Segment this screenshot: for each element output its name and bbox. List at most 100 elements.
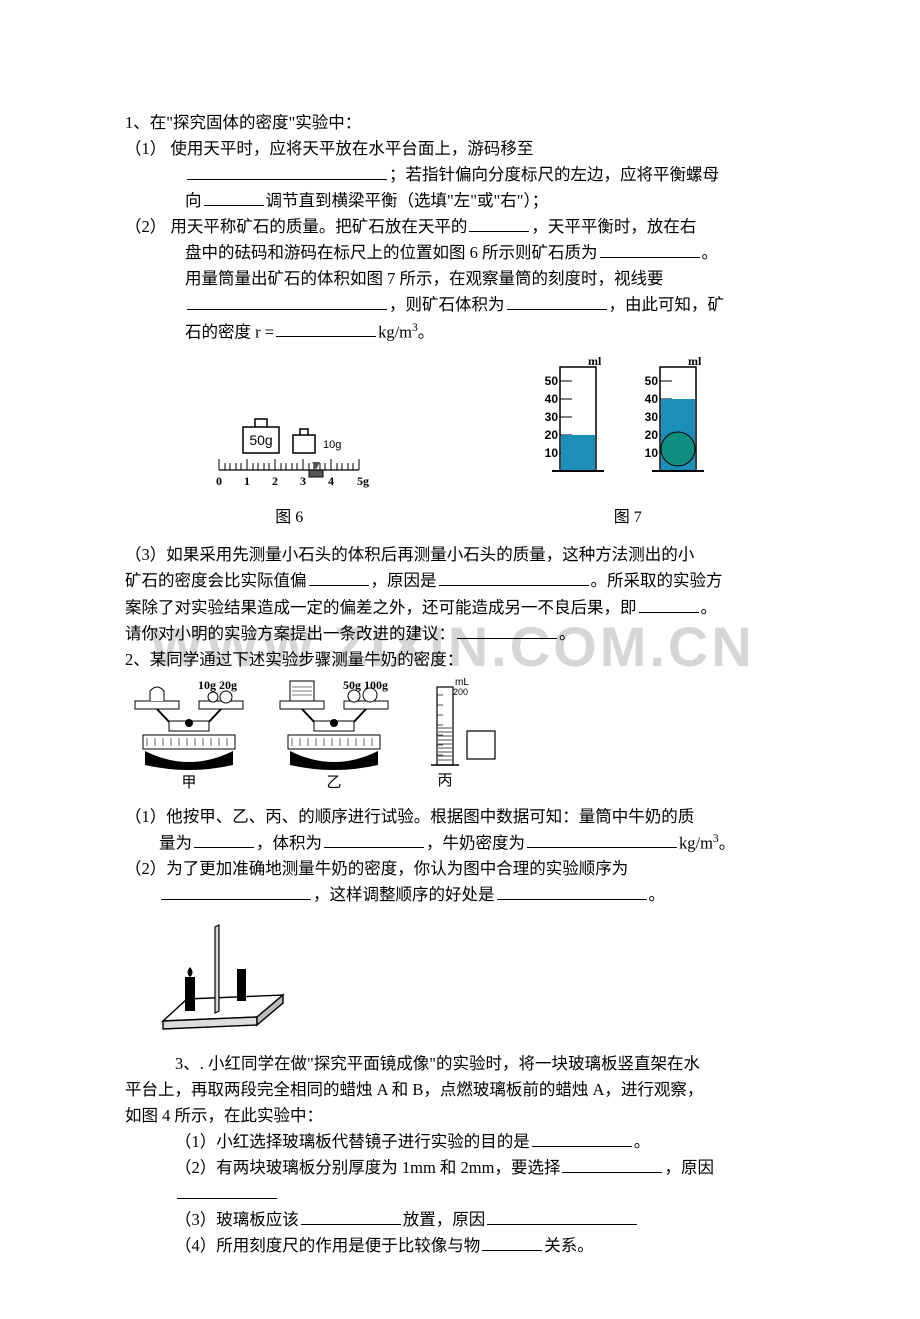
figure-6: 50g 10g <box>199 413 379 530</box>
balance-weights-icon: 50g 10g <box>199 413 379 493</box>
text: ，天平平衡时，放在右 <box>531 217 696 236</box>
q1-2e: 用量筒量出矿石的体积如图 7 所示，在观察量筒的刻度时，视线要 <box>125 266 802 292</box>
svg-text:10: 10 <box>644 446 658 460</box>
svg-text:ml: ml <box>588 354 602 368</box>
text: 。 <box>701 598 718 617</box>
fig7-label: 图 7 <box>528 505 728 530</box>
blank <box>439 569 589 587</box>
q3-3: （3）玻璃板应该放置，原因 <box>125 1207 802 1233</box>
svg-text:乙: 乙 <box>326 775 341 790</box>
text: ；若指针偏向分度标尺的左边，应将平衡螺母 <box>389 165 719 184</box>
text: 。 <box>634 1132 651 1151</box>
text: 。 <box>649 885 666 904</box>
svg-text:0: 0 <box>216 474 222 488</box>
blank <box>532 1129 632 1147</box>
text: kg/m <box>378 322 412 341</box>
blank <box>187 293 387 311</box>
q3-intro1: 3、. 小红同学在做"探究平面镜成像"的实验时，将一块玻璃板竖直架在水 <box>125 1051 802 1077</box>
svg-text:50: 50 <box>644 374 658 388</box>
q1-1c: 向 调节直到横梁平衡（选填"左"或"右"）； <box>125 188 802 214</box>
graduated-cylinders-icon: ml 5040302010 ml 5040302010 <box>528 353 728 493</box>
q3-intro3: 如图 4 所示，在此实验中： <box>125 1103 802 1129</box>
svg-text:2: 2 <box>272 474 278 488</box>
q1-1b: ；若指针偏向分度标尺的左边，应将平衡螺母 <box>125 162 802 188</box>
blank <box>507 293 607 311</box>
text: （2） 用天平称矿石的质量。把矿石放在天平的 <box>125 217 467 236</box>
q1-3e: 案除了对实验结果造成一定的偏差之外，还可能造成另一不良后果，即。 <box>125 595 802 621</box>
mirror-candle-icon <box>155 917 295 1037</box>
blank <box>562 1155 662 1173</box>
q2-2a: （2）为了更加准确地测量牛奶的密度，你认为图中合理的实验顺序为 <box>125 856 802 882</box>
blank <box>457 621 557 639</box>
q1-1a: （1） 使用天平时，应将天平放在水平台面上，游码移至 <box>125 136 802 162</box>
text: ，则矿石体积为 <box>389 295 505 314</box>
mirror-figure <box>155 917 802 1045</box>
svg-text:丙: 丙 <box>437 773 452 789</box>
blank <box>324 831 424 849</box>
text: kg/m <box>679 833 713 852</box>
q1-2a: （2） 用天平称矿石的质量。把矿石放在天平的 ，天平平衡时，放在右 <box>125 214 802 240</box>
text: （3）玻璃板应该 <box>175 1210 299 1229</box>
text: 调节直到横梁平衡（选填"左"或"右"）； <box>266 191 549 210</box>
blank <box>482 1234 542 1252</box>
text: 矿石的密度会比实际值偏 <box>125 571 307 590</box>
svg-text:甲: 甲 <box>181 775 196 790</box>
balance-scales-icon: 10g 20g 甲 50g 100g <box>125 675 555 790</box>
q3-4: （4）所用刻度尺的作用是便于比较像与物关系。 <box>125 1233 802 1259</box>
q1-2c: 盘中的砝码和游码在标尺上的位置如图 6 所示则矿石质为 。 <box>125 240 802 266</box>
blank <box>161 883 311 901</box>
q2-intro: 2、某同学通过下述实验步骤测量牛奶的密度： <box>125 647 802 673</box>
text: ，由此可知，矿 <box>609 295 725 314</box>
figure-7: ml 5040302010 ml 5040302010 <box>528 353 728 530</box>
blank <box>187 163 387 181</box>
blank <box>487 1207 637 1225</box>
blank <box>177 1181 277 1199</box>
blank <box>600 241 700 259</box>
q2-1a: （1）他按甲、乙、丙、的顺序进行试验。根据图中数据可知：量筒中牛奶的质 <box>125 804 802 830</box>
figure-row-6-7: 50g 10g <box>125 353 802 530</box>
svg-text:30: 30 <box>644 410 658 424</box>
text: 向 <box>185 191 202 210</box>
text: 盘中的砝码和游码在标尺上的位置如图 6 所示则矿石质为 <box>185 243 598 262</box>
blank <box>527 831 677 849</box>
text: ，这样调整顺序的好处是 <box>313 885 495 904</box>
q3-2: （2）有两块玻璃板分别厚度为 1mm 和 2mm，要选择 ，原因 <box>125 1155 802 1207</box>
text: （2）有两块玻璃板分别厚度为 1mm 和 2mm，要选择 <box>175 1158 560 1177</box>
q2-1b: 量为，体积为，牛奶密度为kg/m3。 <box>125 830 802 857</box>
blank <box>194 831 254 849</box>
svg-text:3: 3 <box>300 474 306 488</box>
q3-1: （1）小红选择玻璃板代替镜子进行实验的目的是。 <box>125 1129 802 1155</box>
blank <box>301 1207 401 1225</box>
svg-text:10g: 10g <box>323 439 341 451</box>
svg-text:200: 200 <box>453 687 468 697</box>
blank <box>639 595 699 613</box>
text: 。所采取的实验方 <box>591 571 723 590</box>
svg-text:10g 20g: 10g 20g <box>198 678 237 692</box>
text: 关系。 <box>544 1236 594 1255</box>
text: ，原因 <box>664 1158 714 1177</box>
text: 请你对小明的实验方案提出一条改进的建议： <box>125 624 455 643</box>
svg-text:40: 40 <box>544 392 558 406</box>
q1-2f: ，则矿石体积为 ，由此可知，矿 <box>125 292 802 318</box>
q1-2h: 石的密度 r =kg/m3。 <box>125 319 802 346</box>
q2-2b: ，这样调整顺序的好处是 。 <box>125 882 802 908</box>
svg-text:20: 20 <box>544 428 558 442</box>
fig6-label: 图 6 <box>199 505 379 530</box>
text: 量为 <box>159 833 192 852</box>
blank <box>276 320 376 338</box>
q1-3b: 矿石的密度会比实际值偏 ，原因是 。所采取的实验方 <box>125 568 802 594</box>
svg-text:5g: 5g <box>357 474 369 488</box>
text: ，原因是 <box>371 571 437 590</box>
blank <box>469 215 529 233</box>
blank <box>204 189 264 207</box>
svg-text:40: 40 <box>644 392 658 406</box>
svg-text:30: 30 <box>544 410 558 424</box>
text: 石的密度 r = <box>185 322 274 341</box>
text: ，牛奶密度为 <box>426 833 525 852</box>
svg-text:20: 20 <box>644 428 658 442</box>
svg-text:ml: ml <box>688 354 702 368</box>
svg-text:50g: 50g <box>250 432 273 448</box>
text: 。 <box>702 243 719 262</box>
svg-text:10: 10 <box>544 446 558 460</box>
text: 。 <box>559 624 576 643</box>
